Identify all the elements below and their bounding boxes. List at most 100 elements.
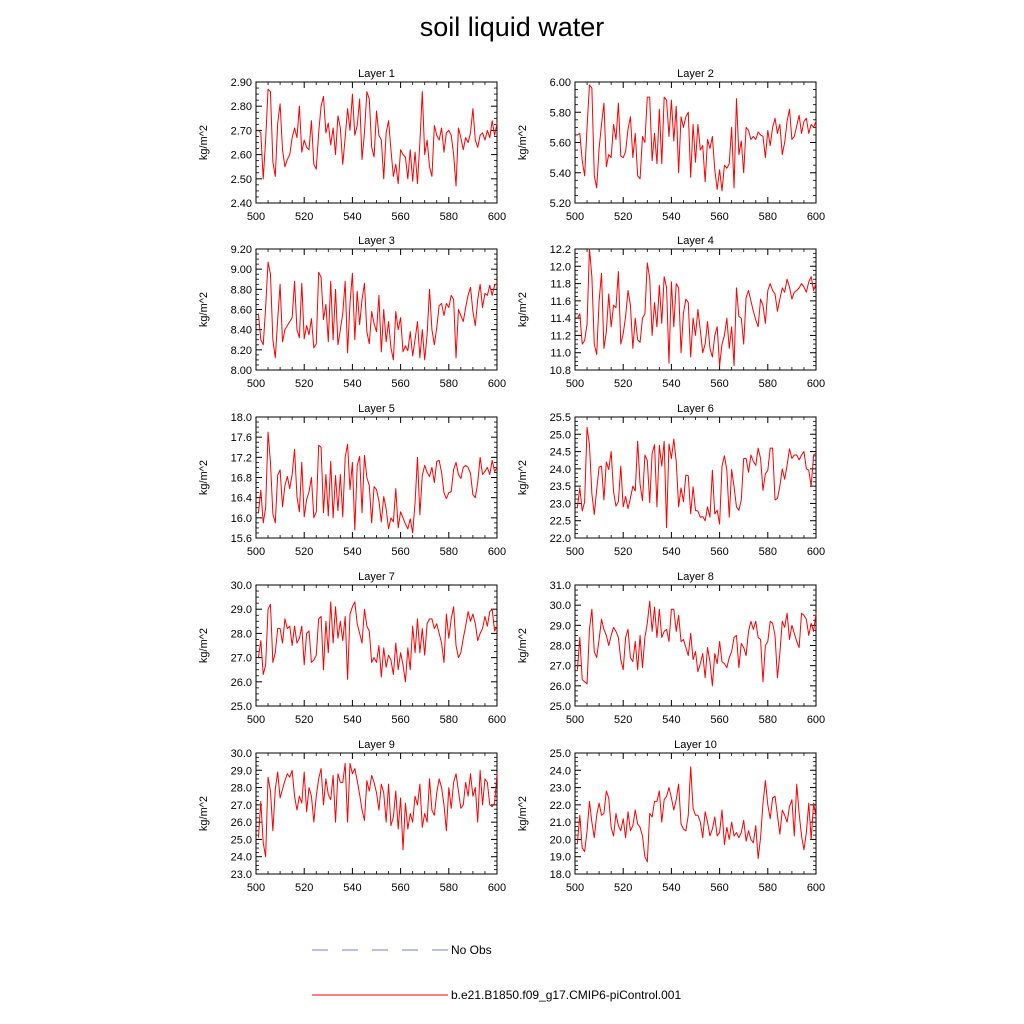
layer-10-ytick-label: 19.0 (550, 852, 571, 864)
layer-9-xtick-label: 580 (440, 882, 458, 894)
layer-1-ytick-label: 2.70 (231, 125, 252, 137)
layer-4-ytick-label: 11.0 (550, 348, 571, 360)
layer-5-ytick-label: 16.4 (231, 493, 252, 505)
layer-2-ylabel: kg/m^2 (517, 125, 529, 160)
layer-7-ytick-label: 29.0 (231, 604, 252, 616)
layer-7-xtick-label: 500 (247, 714, 265, 726)
layer-8-xtick-label: 600 (807, 714, 825, 726)
layer-2-xtick-label: 600 (807, 211, 825, 223)
layer-5-xtick-label: 580 (440, 546, 458, 558)
layer-10-xtick-label: 520 (614, 882, 632, 894)
layer-3-ytick-label: 8.80 (231, 284, 252, 296)
layer-4-xtick-label: 560 (710, 378, 728, 390)
legend-label-no-obs: No Obs (451, 943, 492, 957)
layer-5-title: Layer 5 (358, 403, 395, 415)
layer-4-series-line (576, 248, 817, 367)
layer-4-ytick-label: 12.0 (550, 261, 571, 273)
layer-5-ytick-label: 18.0 (231, 412, 252, 424)
layer-8-ytick-label: 30.0 (550, 600, 571, 612)
layer-8-xtick-label: 580 (759, 714, 777, 726)
layer-1-ytick-label: 2.40 (231, 198, 252, 210)
layer-10-ytick-label: 24.0 (550, 765, 571, 777)
layer-1-xtick-label: 580 (440, 211, 458, 223)
layer-3-ylabel: kg/m^2 (198, 292, 210, 327)
layer-10-xtick-label: 560 (710, 882, 728, 894)
layer-7-ytick-label: 28.0 (231, 628, 252, 640)
layer-3-ytick-label: 9.00 (231, 264, 252, 276)
legend-label-model: b.e21.B1850.f09_g17.CMIP6-piControl.001 (451, 988, 681, 1002)
layer-4-plot-frame (574, 248, 817, 371)
layer-7-ylabel: kg/m^2 (198, 628, 210, 663)
layer-8-xtick-label: 560 (710, 714, 728, 726)
layer-6-ylabel: kg/m^2 (517, 460, 529, 495)
layer-7-ytick-label: 26.0 (231, 677, 252, 689)
layer-3-xtick-label: 540 (343, 378, 361, 390)
layer-7-ytick-label: 27.0 (231, 653, 252, 665)
layer-3-series-line (257, 261, 498, 361)
layer-3-title: Layer 3 (358, 235, 395, 247)
layer-2-ytick-label: 6.00 (550, 77, 571, 89)
layer-9-ylabel: kg/m^2 (198, 796, 210, 831)
layer-10-title: Layer 10 (674, 739, 717, 751)
layer-1-ytick-label: 2.50 (231, 174, 252, 186)
layer-7-xtick-label: 520 (295, 714, 313, 726)
layer-10-ylabel: kg/m^2 (517, 796, 529, 831)
layer-2-xtick-label: 540 (662, 211, 680, 223)
layer-6-xtick-label: 600 (807, 546, 825, 558)
layer-1-ylabel: kg/m^2 (198, 125, 210, 160)
layer-6-xtick-label: 540 (662, 546, 680, 558)
layer-7-xtick-label: 560 (391, 714, 409, 726)
layer-6-ytick-label: 25.5 (550, 412, 571, 424)
layer-9-ytick-label: 28.0 (231, 783, 252, 795)
layer-3-xtick-label: 580 (440, 378, 458, 390)
layer-2-ytick-label: 5.80 (550, 107, 571, 119)
layer-6-ytick-label: 25.0 (550, 429, 571, 441)
layer-3-ytick-label: 8.00 (231, 365, 252, 377)
layer-7-ytick-label: 25.0 (231, 701, 252, 713)
layer-2-xtick-label: 500 (566, 211, 584, 223)
layer-3-xtick-label: 600 (488, 378, 506, 390)
layer-9-ytick-label: 29.0 (231, 765, 252, 777)
layer-8-ylabel: kg/m^2 (517, 628, 529, 663)
layer-2-xtick-label: 580 (759, 211, 777, 223)
layer-6-ytick-label: 22.0 (550, 533, 571, 545)
layer-6-series-line (576, 426, 817, 529)
layer-6-ytick-label: 23.5 (550, 481, 571, 493)
layer-8-series-line (576, 600, 817, 687)
layer-7-xtick-label: 580 (440, 714, 458, 726)
layer-9-xtick-label: 520 (295, 882, 313, 894)
layer-9-ytick-label: 30.0 (231, 748, 252, 760)
layer-10-ytick-label: 23.0 (550, 783, 571, 795)
layer-9-xtick-label: 540 (343, 882, 361, 894)
layer-8-xtick-label: 520 (614, 714, 632, 726)
layer-4-ytick-label: 10.8 (550, 365, 571, 377)
layer-4-ytick-label: 11.8 (550, 279, 571, 291)
layer-4-ytick-label: 12.2 (550, 244, 571, 256)
layer-6-xtick-label: 500 (566, 546, 584, 558)
layer-3-ytick-label: 8.60 (231, 305, 252, 317)
layer-4-xtick-label: 600 (807, 378, 825, 390)
layer-9-ytick-label: 23.0 (231, 869, 252, 881)
layer-4-ytick-label: 11.6 (550, 296, 571, 308)
layer-10-ytick-label: 25.0 (550, 748, 571, 760)
layer-1-xtick-label: 520 (295, 211, 313, 223)
layer-9-ytick-label: 27.0 (231, 800, 252, 812)
layer-5-series-line (257, 431, 498, 534)
layer-10-ytick-label: 22.0 (550, 800, 571, 812)
layer-6-ytick-label: 23.0 (550, 498, 571, 510)
layer-1-title: Layer 1 (358, 68, 395, 80)
layer-4-xtick-label: 540 (662, 378, 680, 390)
layer-6-xtick-label: 520 (614, 546, 632, 558)
layer-10-ytick-label: 18.0 (550, 869, 571, 881)
layer-5-ytick-label: 17.2 (231, 452, 252, 464)
layer-6-ytick-label: 22.5 (550, 516, 571, 528)
layer-7-xtick-label: 540 (343, 714, 361, 726)
layer-7-title: Layer 7 (358, 571, 395, 583)
layer-8-ytick-label: 31.0 (550, 580, 571, 592)
layer-8-ytick-label: 28.0 (550, 641, 571, 653)
layer-5-xtick-label: 500 (247, 546, 265, 558)
layer-8-plot-frame (574, 584, 817, 707)
layer-3-xtick-label: 500 (247, 378, 265, 390)
layer-4-xtick-label: 520 (614, 378, 632, 390)
